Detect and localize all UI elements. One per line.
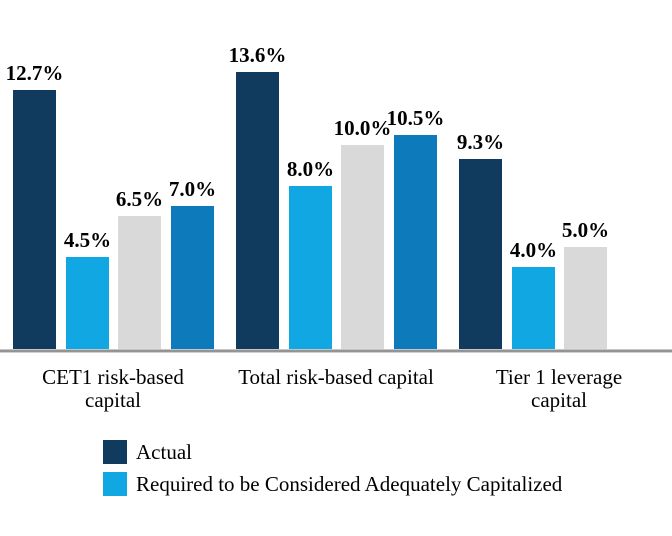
data-label-series3-group1: 10.5%: [386, 106, 445, 130]
category-label-2: Tier 1 leverage capital: [439, 366, 672, 412]
category-label-1: Total risk-based capital: [216, 366, 456, 389]
legend-label: Required to be Considered Adequately Cap…: [136, 471, 563, 496]
bar-series2-group0: [118, 216, 161, 349]
legend-swatch-icon: [103, 472, 127, 496]
bar-series0-group0: [13, 90, 56, 349]
bar-series3-group1: [394, 135, 437, 349]
bar-series1-group1: [289, 186, 332, 349]
data-label-series1-group2: 4.0%: [509, 238, 558, 262]
legend-label: Actual: [136, 439, 192, 464]
data-label-series2-group2: 5.0%: [561, 218, 610, 242]
bar-series1-group0: [66, 257, 109, 349]
category-label-line: CET1 risk-based: [42, 365, 184, 389]
x-axis-line: [0, 349, 672, 353]
data-label-series2-group1: 10.0%: [333, 116, 392, 140]
bar-series1-group2: [512, 267, 555, 349]
bar-series2-group1: [341, 145, 384, 349]
legend-item-0: Actual: [103, 440, 192, 464]
bar-series3-group0: [171, 206, 214, 349]
category-label-line: Total risk-based capital: [238, 365, 434, 389]
category-label-line: capital: [531, 388, 587, 412]
legend-swatch-icon: [103, 440, 127, 464]
bar-series0-group2: [459, 159, 502, 349]
bar-series2-group2: [564, 247, 607, 349]
data-label-series0-group1: 13.6%: [228, 43, 287, 67]
category-label-line: Tier 1 leverage: [495, 365, 623, 389]
data-label-series3-group0: 7.0%: [168, 177, 217, 201]
data-label-series0-group0: 12.7%: [5, 61, 64, 85]
category-label-line: capital: [85, 388, 141, 412]
data-label-series0-group2: 9.3%: [456, 130, 505, 154]
legend-item-1: Required to be Considered Adequately Cap…: [103, 472, 562, 496]
data-label-series1-group0: 4.5%: [63, 228, 112, 252]
category-label-0: CET1 risk-based capital: [0, 366, 233, 412]
data-label-series1-group1: 8.0%: [286, 157, 335, 181]
data-label-series2-group0: 6.5%: [115, 187, 164, 211]
bar-series0-group1: [236, 72, 279, 349]
